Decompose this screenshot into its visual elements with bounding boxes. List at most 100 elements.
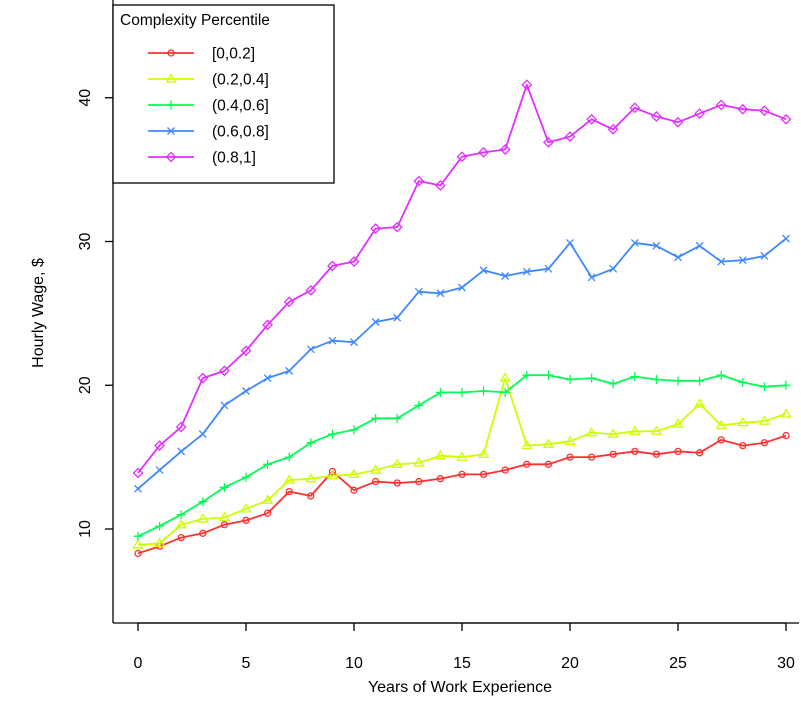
data-point	[630, 372, 640, 382]
data-point	[262, 319, 274, 331]
series-line	[137, 434, 787, 555]
data-point	[155, 521, 165, 531]
data-point	[154, 440, 166, 452]
data-point	[479, 386, 489, 396]
series-3	[133, 370, 791, 541]
data-point	[283, 296, 295, 308]
legend-label: (0.2,0.4]	[212, 72, 269, 89]
legend-swatch-marker	[166, 100, 176, 110]
legend: Complexity Percentile [0,0.2] (0.2,0.4] (0…	[112, 4, 335, 184]
x-tick-label: 25	[669, 655, 687, 672]
data-point	[780, 408, 792, 418]
data-point	[587, 373, 597, 383]
data-point	[240, 503, 252, 513]
data-point	[434, 180, 446, 191]
data-point	[371, 477, 380, 486]
legend-item: (0.8,1]	[148, 150, 256, 167]
data-point	[456, 451, 468, 461]
data-point	[542, 136, 554, 148]
series-1	[134, 431, 790, 558]
data-point	[458, 470, 466, 479]
series-line	[137, 374, 787, 538]
data-point	[263, 509, 272, 517]
data-point	[306, 345, 315, 354]
x-tick-label: 15	[453, 655, 471, 672]
legend-swatch-marker	[167, 49, 175, 57]
data-point	[132, 539, 144, 549]
data-point	[436, 475, 445, 483]
data-point	[609, 450, 617, 458]
data-point	[326, 470, 339, 480]
data-point	[522, 370, 532, 380]
data-point	[328, 336, 337, 345]
data-point	[307, 492, 315, 500]
data-point	[219, 482, 229, 492]
x-axis-label: Years of Work Experience	[368, 679, 552, 696]
data-point	[738, 256, 747, 265]
data-point	[284, 452, 294, 462]
data-point	[199, 529, 207, 537]
data-point	[393, 479, 401, 487]
data-point	[285, 487, 293, 496]
y-axis-label: Hourly Wage, $	[30, 258, 47, 368]
data-point	[523, 460, 531, 468]
data-point	[415, 477, 423, 486]
data-point	[263, 459, 273, 469]
y-tick-label: 40	[77, 89, 94, 107]
data-point	[521, 79, 533, 91]
data-point	[242, 516, 250, 525]
data-point	[585, 426, 598, 437]
data-point	[350, 338, 358, 347]
data-point	[587, 453, 596, 461]
data-point	[155, 466, 164, 475]
data-point	[566, 453, 574, 461]
x-tick-label: 0	[134, 655, 143, 672]
data-point	[134, 549, 142, 558]
data-point	[369, 464, 382, 474]
data-point	[499, 144, 511, 155]
data-point	[566, 238, 574, 247]
data-point	[631, 447, 639, 456]
legend-box	[112, 4, 335, 184]
data-point	[371, 413, 381, 423]
x-axis-ticks: 0 5 10 15 20 25 30	[134, 623, 795, 672]
data-point	[672, 116, 684, 128]
data-point	[737, 416, 749, 427]
legend-item: (0.4,0.6]	[148, 98, 269, 115]
data-point	[435, 387, 445, 397]
data-point	[652, 450, 661, 458]
data-point	[392, 413, 402, 423]
data-point	[391, 458, 403, 468]
data-point	[175, 518, 187, 529]
data-point	[242, 387, 250, 395]
legend-item: [0,0.2]	[148, 46, 255, 63]
data-point	[630, 238, 639, 247]
x-tick-label: 5	[242, 655, 251, 672]
data-point	[371, 318, 380, 326]
data-point	[218, 511, 231, 522]
data-point	[782, 431, 790, 440]
data-point	[501, 272, 510, 280]
data-point	[197, 372, 209, 384]
data-point	[414, 287, 423, 296]
data-point	[436, 289, 445, 298]
legend-swatch-marker	[165, 151, 177, 163]
data-point	[695, 241, 704, 250]
data-point	[672, 418, 684, 428]
legend-swatch-marker	[165, 73, 177, 83]
data-point	[739, 441, 747, 450]
legend-label: (0.6,0.8]	[212, 124, 269, 141]
data-point	[326, 260, 338, 272]
data-point	[349, 425, 359, 435]
data-point	[198, 430, 207, 439]
data-point	[782, 234, 790, 243]
data-point	[629, 425, 641, 435]
data-point	[350, 486, 358, 494]
legend-item: (0.6,0.8]	[148, 124, 269, 141]
data-point	[715, 419, 727, 430]
data-point	[607, 123, 619, 135]
legend-swatch-marker	[167, 127, 175, 135]
data-point	[220, 521, 229, 529]
data-point	[348, 468, 360, 479]
